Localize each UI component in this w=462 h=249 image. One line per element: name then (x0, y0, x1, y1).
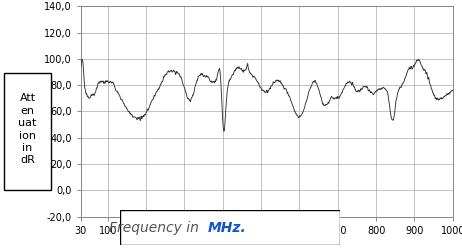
Text: Frequency in: Frequency in (109, 221, 204, 235)
Text: Att
en
uat
ion
in
dR: Att en uat ion in dR (18, 93, 36, 166)
FancyBboxPatch shape (120, 210, 340, 245)
Text: MHz.: MHz. (208, 221, 247, 235)
FancyBboxPatch shape (4, 73, 51, 190)
